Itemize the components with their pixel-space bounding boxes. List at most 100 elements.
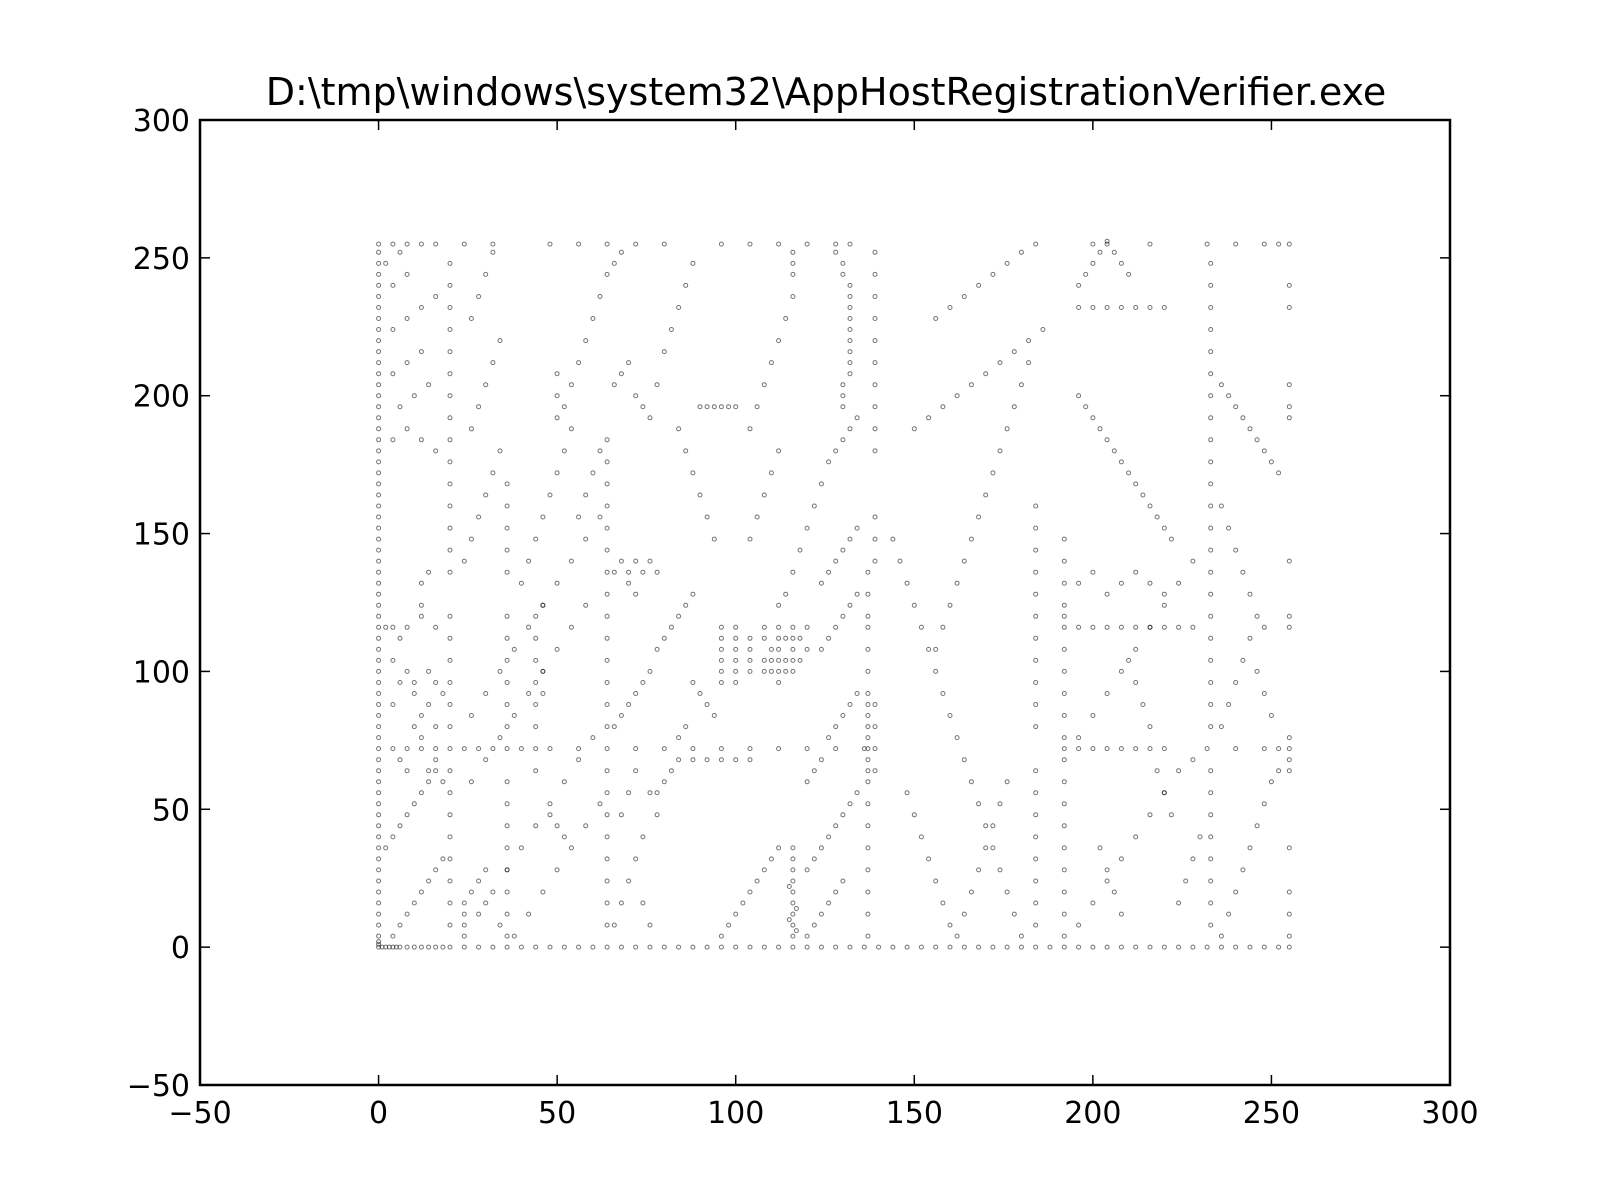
- data-point: [833, 944, 839, 950]
- data-point: [554, 580, 560, 586]
- data-point: [940, 900, 946, 906]
- data-point: [626, 790, 632, 796]
- data-point: [1097, 845, 1103, 851]
- data-point: [783, 591, 789, 597]
- data-point: [668, 624, 674, 630]
- data-point: [1276, 241, 1282, 247]
- data-point: [547, 746, 553, 752]
- data-point: [1233, 241, 1239, 247]
- data-point: [854, 525, 860, 531]
- data-point: [504, 680, 510, 685]
- data-point: [404, 624, 410, 630]
- data-point: [626, 360, 632, 366]
- data-point: [761, 657, 767, 663]
- data-point: [404, 426, 410, 432]
- data-point: [1140, 702, 1146, 707]
- data-point: [1208, 547, 1214, 553]
- data-point: [611, 724, 617, 730]
- data-point: [747, 241, 753, 247]
- data-point: [1161, 624, 1167, 630]
- data-point: [376, 635, 382, 641]
- data-point: [1026, 338, 1032, 344]
- data-point: [1233, 404, 1239, 410]
- data-point: [376, 713, 382, 718]
- data-point: [1076, 305, 1082, 310]
- data-point: [661, 349, 667, 355]
- data-point: [1161, 746, 1167, 752]
- data-point: [865, 768, 871, 774]
- data-point: [397, 823, 403, 829]
- data-point: [990, 845, 996, 851]
- data-point: [554, 415, 560, 421]
- data-point: [626, 878, 632, 884]
- data-point: [804, 241, 810, 247]
- data-point: [1133, 746, 1139, 752]
- data-point: [376, 746, 382, 752]
- data-point: [376, 801, 382, 807]
- data-point: [1147, 944, 1153, 950]
- data-point: [1161, 944, 1167, 950]
- data-point: [554, 823, 560, 829]
- data-point: [918, 624, 924, 630]
- data-point: [1061, 933, 1067, 939]
- data-point: [1208, 702, 1214, 707]
- data-point: [1276, 746, 1282, 752]
- data-point: [1208, 856, 1214, 862]
- data-point: [947, 922, 953, 928]
- data-point: [1133, 624, 1139, 630]
- data-point: [854, 691, 860, 696]
- data-point: [583, 823, 589, 829]
- data-point: [540, 889, 546, 895]
- data-point: [433, 746, 439, 752]
- data-point: [376, 294, 382, 299]
- data-point: [1033, 812, 1039, 818]
- data-point: [1233, 746, 1239, 752]
- data-point: [376, 241, 382, 247]
- data-point: [447, 834, 453, 840]
- data-point: [926, 415, 932, 421]
- data-point: [786, 884, 792, 889]
- data-point: [1286, 305, 1292, 310]
- data-point: [418, 437, 424, 443]
- data-point: [1118, 856, 1124, 862]
- data-point: [654, 646, 660, 652]
- data-point: [633, 393, 639, 399]
- data-point: [526, 558, 532, 564]
- data-point: [433, 724, 439, 730]
- data-point: [1286, 933, 1292, 939]
- data-point: [897, 558, 903, 564]
- data-point: [604, 768, 610, 774]
- data-point: [1033, 834, 1039, 840]
- data-point: [447, 878, 453, 884]
- data-point: [854, 591, 860, 597]
- data-point: [1286, 845, 1292, 851]
- data-point: [383, 624, 389, 630]
- data-point: [668, 768, 674, 774]
- data-point: [1208, 260, 1214, 266]
- data-point: [1061, 713, 1067, 718]
- data-point: [847, 801, 853, 807]
- data-point: [561, 834, 567, 840]
- data-point: [504, 845, 510, 851]
- data-point: [1197, 834, 1203, 840]
- data-point: [1083, 271, 1089, 277]
- data-point: [1118, 668, 1124, 674]
- data-point: [1104, 878, 1110, 884]
- data-point: [804, 746, 810, 752]
- data-point: [404, 746, 410, 752]
- data-point: [1261, 746, 1267, 752]
- data-point: [376, 481, 382, 487]
- data-point: [483, 382, 489, 388]
- data-point: [865, 569, 871, 575]
- data-point: [1033, 503, 1039, 509]
- data-point: [818, 944, 824, 950]
- data-point: [733, 624, 739, 630]
- data-point: [376, 569, 382, 575]
- data-point: [611, 382, 617, 388]
- data-point: [1061, 580, 1067, 586]
- data-point: [904, 790, 910, 796]
- data-point: [597, 448, 603, 454]
- data-point: [1161, 602, 1167, 608]
- data-point: [654, 812, 660, 818]
- data-point: [404, 911, 410, 917]
